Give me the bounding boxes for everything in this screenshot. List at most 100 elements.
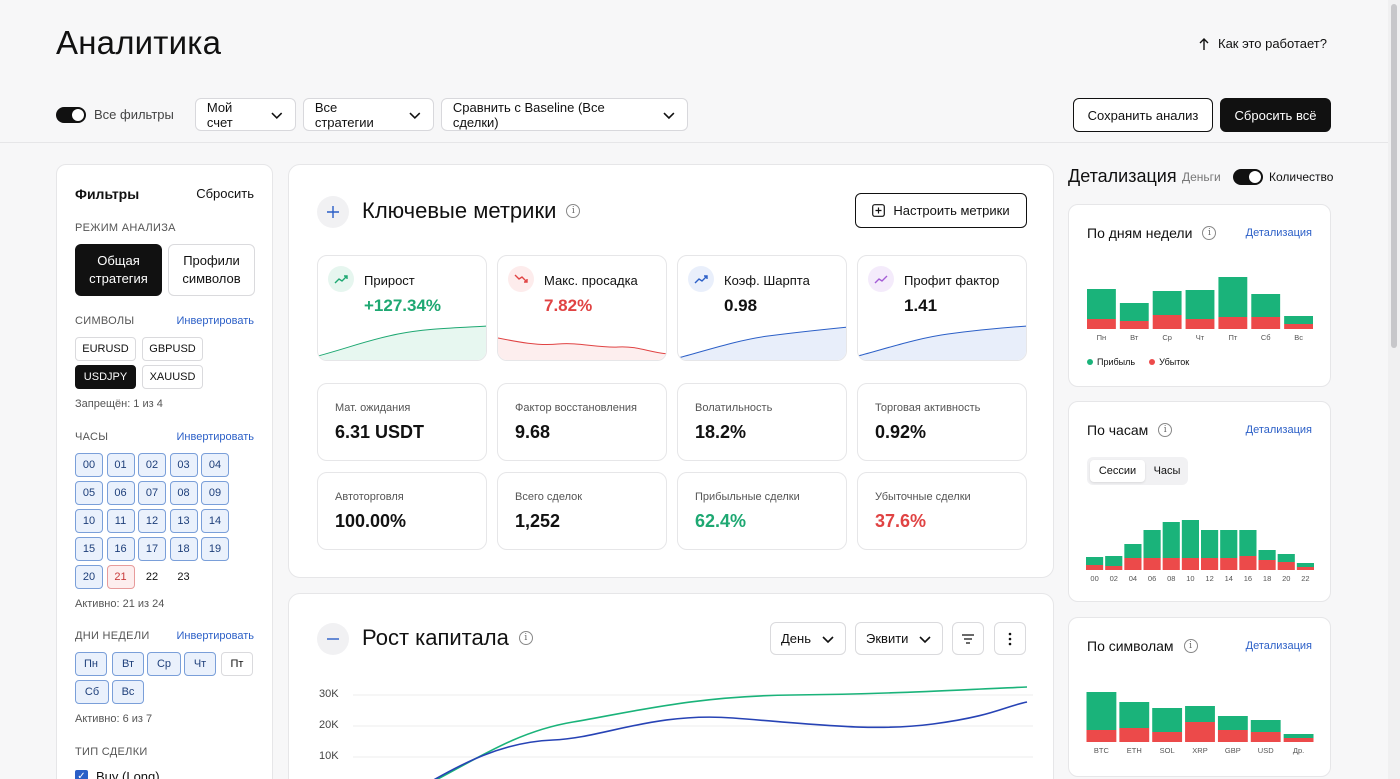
bar-profit: [1162, 522, 1180, 558]
metric-card-drawdown[interactable]: Макс. просадка 7.82%: [497, 255, 667, 361]
toggle-switch[interactable]: [56, 106, 86, 123]
configure-metrics-button[interactable]: Настроить метрики: [855, 193, 1027, 228]
hours-invert-link[interactable]: Инвертировать: [176, 431, 254, 443]
stat-label: Волатильность: [695, 402, 773, 414]
tab-hours[interactable]: Часы: [1153, 465, 1181, 477]
bar-loss: [1086, 730, 1117, 742]
stat-value: 18.2%: [695, 422, 747, 442]
sparkline-chart: [858, 325, 1026, 360]
hour-chip[interactable]: 12: [138, 509, 166, 533]
symbol-chip[interactable]: USDJPY: [75, 365, 136, 389]
bar-label: Вс: [1294, 333, 1303, 342]
day-chip[interactable]: Пн: [75, 652, 107, 676]
reset-all-button[interactable]: Сбросить всё: [1220, 98, 1331, 132]
symbol-chip[interactable]: GBPUSD: [142, 337, 203, 361]
hour-chip[interactable]: 05: [75, 481, 103, 505]
hour-chip[interactable]: 01: [106, 453, 135, 477]
hour-chip[interactable]: 16: [106, 537, 135, 561]
stat-card: Всего сделок 1,252: [497, 472, 667, 550]
mode-general-button[interactable]: Общая стратегия: [75, 244, 162, 296]
how-it-works-link[interactable]: Как это работает?: [1198, 36, 1327, 51]
buy-long-checkbox[interactable]: ✓ Buy (Long): [75, 769, 160, 779]
count-label: Количество: [1269, 170, 1334, 184]
filters-reset-button[interactable]: Сбросить: [196, 186, 254, 201]
hour-chip[interactable]: 14: [201, 509, 229, 533]
scrollbar-thumb[interactable]: [1391, 4, 1397, 348]
symbol-chip[interactable]: XAUUSD: [142, 365, 203, 389]
filter-lines-button[interactable]: [952, 622, 984, 655]
strategies-dropdown[interactable]: Все стратегии: [302, 98, 434, 131]
sparkline-chart: [318, 325, 486, 360]
compare-dropdown[interactable]: Сравнить с Baseline (Все сделки): [440, 98, 688, 131]
bar-loss: [1152, 315, 1182, 329]
bar-label: 18: [1263, 574, 1271, 583]
hour-chip[interactable]: 19: [201, 537, 229, 561]
by-symbol-bar-chart: BTC ETH SOL XRP GBP USD Др.: [1086, 692, 1314, 755]
bar-loss: [1220, 558, 1238, 570]
hour-chip[interactable]: 06: [106, 481, 135, 505]
day-chip[interactable]: Чт: [184, 652, 216, 676]
metric-card-growth[interactable]: Прирост +127.34%: [317, 255, 487, 361]
days-label: ДНИ НЕДЕЛИ: [75, 630, 150, 642]
metric-card-sharpe[interactable]: Коэф. Шарпта 0.98: [677, 255, 847, 361]
hour-chip[interactable]: 21: [106, 565, 135, 589]
hour-chip[interactable]: 03: [169, 453, 198, 477]
all-filters-toggle[interactable]: Все фильтры: [56, 106, 174, 123]
hour-chip[interactable]: 00: [75, 453, 103, 477]
bar-label: Др.: [1293, 746, 1304, 755]
day-chip[interactable]: Вс: [112, 680, 144, 704]
hour-chip[interactable]: 17: [138, 537, 166, 561]
day-chip[interactable]: Сб: [75, 680, 109, 704]
save-analysis-button[interactable]: Сохранить анализ: [1073, 98, 1213, 132]
hour-chip[interactable]: 20: [75, 565, 103, 589]
day-chip[interactable]: Пт: [221, 652, 253, 676]
info-icon[interactable]: i: [566, 204, 581, 218]
symbol-chip[interactable]: EURUSD: [75, 337, 136, 361]
tab-sessions[interactable]: Сессии: [1090, 460, 1145, 482]
hour-chip[interactable]: 08: [169, 481, 198, 505]
info-icon[interactable]: i: [1183, 639, 1198, 653]
expand-metrics-button[interactable]: [317, 196, 349, 228]
bar-profit: [1250, 720, 1281, 732]
days-invert-link[interactable]: Инвертировать: [176, 630, 254, 642]
by-day-detail-link[interactable]: Детализация: [1245, 227, 1312, 239]
stat-card: Волатильность 18.2%: [677, 383, 847, 461]
money-count-toggle[interactable]: [1233, 169, 1263, 185]
by-hour-detail-link[interactable]: Детализация: [1245, 424, 1312, 436]
filter-lines-icon: [962, 633, 974, 644]
hour-chip[interactable]: 04: [201, 453, 229, 477]
day-chip[interactable]: Ср: [147, 652, 181, 676]
hour-chip[interactable]: 02: [138, 453, 166, 477]
hour-chip[interactable]: 11: [106, 509, 135, 533]
mode-profiles-button[interactable]: Профили символов: [168, 244, 255, 296]
mode-label: РЕЖИМ АНАЛИЗА: [75, 222, 176, 234]
more-options-button[interactable]: [994, 622, 1026, 655]
hour-chip[interactable]: 22: [138, 565, 166, 589]
by-hour-heading: По часам i: [1087, 422, 1173, 438]
symbols-label: СИМВОЛЫ: [75, 315, 135, 327]
info-icon[interactable]: i: [518, 631, 533, 645]
info-icon[interactable]: i: [1202, 226, 1217, 240]
bar-loss: [1201, 558, 1219, 570]
hour-chip[interactable]: 15: [75, 537, 103, 561]
bar-profit: [1218, 277, 1248, 317]
metric-card-profit-factor[interactable]: Профит фактор 1.41: [857, 255, 1027, 361]
period-dropdown[interactable]: День: [770, 622, 846, 655]
hour-chip[interactable]: 09: [201, 481, 229, 505]
bar-label: BTC: [1094, 746, 1110, 755]
symbols-invert-link[interactable]: Инвертировать: [176, 315, 254, 327]
hour-chip[interactable]: 07: [138, 481, 166, 505]
by-symbol-detail-link[interactable]: Детализация: [1245, 640, 1312, 652]
account-dropdown[interactable]: Мой счет: [194, 98, 296, 131]
bar-label: Пт: [1228, 333, 1237, 342]
equity-mode-dropdown[interactable]: Эквити: [855, 622, 944, 655]
bar-loss: [1105, 566, 1123, 570]
equity-line-blue: [433, 701, 1028, 779]
info-icon[interactable]: i: [1158, 423, 1173, 437]
day-chip[interactable]: Вт: [112, 652, 144, 676]
hour-chip[interactable]: 18: [169, 537, 198, 561]
hour-chip[interactable]: 13: [169, 509, 198, 533]
hour-chip[interactable]: 10: [75, 509, 103, 533]
hour-chip[interactable]: 23: [169, 565, 198, 589]
collapse-capital-button[interactable]: [317, 623, 349, 655]
